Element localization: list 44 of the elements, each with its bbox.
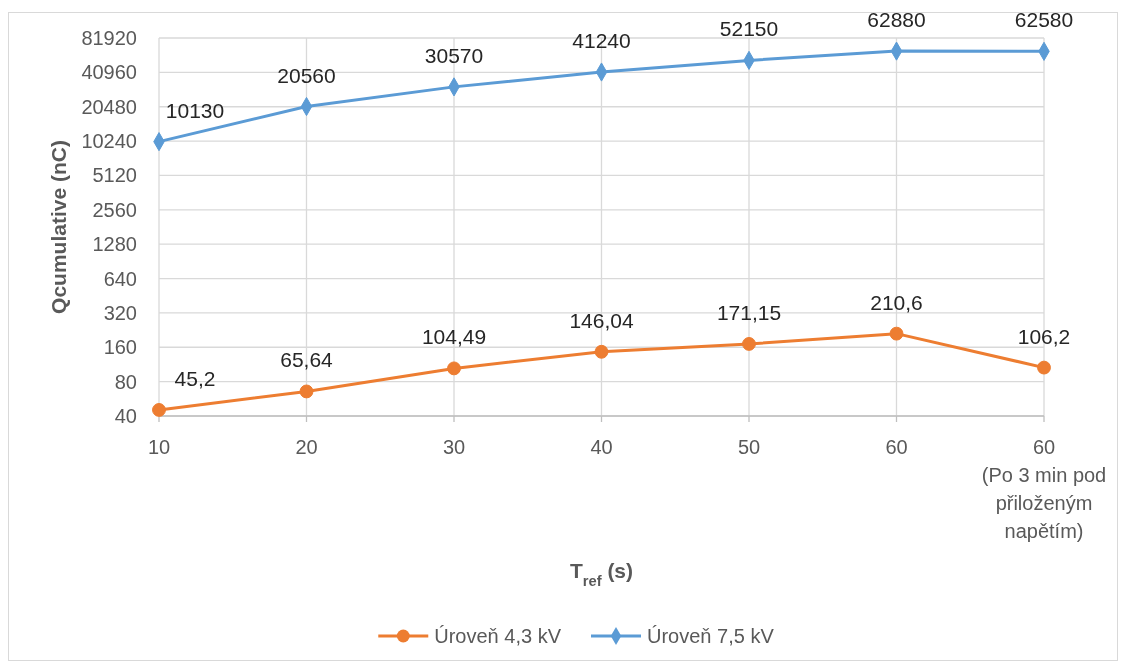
x-tick-label: 30 xyxy=(442,436,466,458)
y-axis-title: Qcumulative (nC) xyxy=(47,140,70,314)
y-tick-label: 40960 xyxy=(81,61,137,84)
y-tick-label: 81920 xyxy=(81,27,137,49)
y-tick-label: 10240 xyxy=(81,130,137,153)
data-label: 10130 xyxy=(165,98,225,122)
data-label: 30570 xyxy=(424,43,484,67)
point xyxy=(1037,360,1051,375)
x-tick-label: 40 xyxy=(590,436,613,458)
point xyxy=(299,384,314,399)
y-tick-label: 80 xyxy=(114,370,137,393)
data-label: 210,6 xyxy=(870,290,923,314)
y-tick-label: 5120 xyxy=(92,164,137,187)
data-label: 171,15 xyxy=(716,300,782,324)
point xyxy=(742,337,756,351)
data-label: 104,49 xyxy=(421,325,487,349)
legend-label: Úroveň 7,5 kV xyxy=(647,625,775,647)
x-tick-label: 60 xyxy=(885,436,908,458)
x-tick-label: 10 xyxy=(147,436,171,458)
legend-label: Úroveň 4,3 kV xyxy=(434,625,562,647)
data-label: 106,2 xyxy=(1017,324,1071,348)
x-axis-title: T$_{ref}$ (s) xyxy=(569,559,634,589)
data-label: 62580 xyxy=(1014,8,1074,32)
y-tick-label: 2560 xyxy=(92,198,137,221)
y-tick-label: 320 xyxy=(103,301,137,324)
y-tick-label: 40 xyxy=(114,405,137,427)
y-tick-label: 20480 xyxy=(81,95,137,118)
point xyxy=(447,361,461,376)
x-tick-label: 50 xyxy=(737,436,761,458)
data-label: 20560 xyxy=(277,63,336,87)
data-label: 62880 xyxy=(867,8,926,32)
point xyxy=(594,344,609,359)
data-label: 52150 xyxy=(719,17,779,41)
point xyxy=(152,403,166,417)
y-tick-label: 1280 xyxy=(92,233,137,256)
data-label: 146,04 xyxy=(569,308,634,332)
y-tick-label: 160 xyxy=(103,336,137,359)
y-tick-label: 640 xyxy=(103,267,137,290)
data-label: 41240 xyxy=(572,29,631,53)
data-label: 65,64 xyxy=(280,348,334,372)
point xyxy=(889,326,904,341)
data-label: 45,2 xyxy=(174,366,216,390)
x-tick-label: 60 (Po 3 min pod přiloženým napětím) xyxy=(981,436,1107,542)
x-tick-label: 20 xyxy=(295,436,318,458)
